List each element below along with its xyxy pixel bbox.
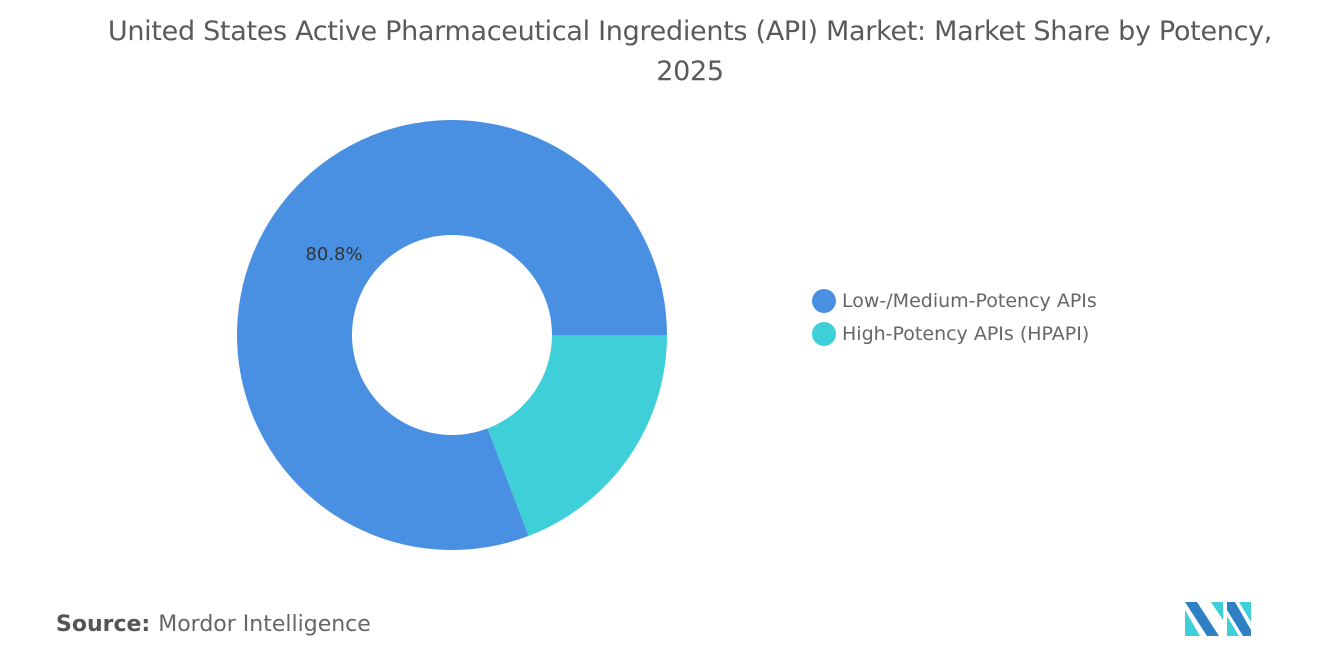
donut-slice-low-medium-potency[interactable]: [236, 120, 668, 551]
donut-slice-high-potency[interactable]: [487, 335, 667, 536]
source-value: Mordor Intelligence: [158, 612, 371, 637]
mordor-intelligence-logo: [1185, 602, 1251, 636]
legend: Low-/Medium-Potency APIs High-Potency AP…: [812, 284, 1097, 350]
legend-label: Low-/Medium-Potency APIs: [842, 289, 1097, 312]
source-label: Source:: [56, 612, 151, 637]
legend-swatch: [812, 321, 836, 346]
source-note: Source: Mordor Intelligence: [56, 612, 371, 637]
data-label-low-medium-potency: 80.8%: [305, 244, 362, 265]
legend-swatch: [812, 288, 836, 313]
legend-item-high-potency[interactable]: High-Potency APIs (HPAPI): [812, 317, 1097, 350]
legend-label: High-Potency APIs (HPAPI): [842, 322, 1090, 345]
chart-title: United States Active Pharmaceutical Ingr…: [107, 16, 1273, 87]
legend-item-low-medium[interactable]: Low-/Medium-Potency APIs: [812, 284, 1097, 317]
